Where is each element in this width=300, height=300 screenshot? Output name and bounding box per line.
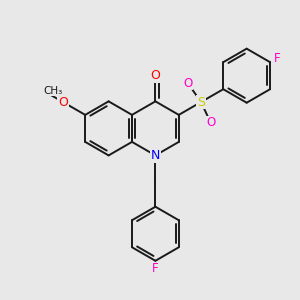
Text: CH₃: CH₃	[43, 85, 62, 96]
Text: O: O	[206, 116, 215, 129]
Text: O: O	[183, 77, 193, 90]
Text: F: F	[152, 262, 159, 275]
Text: N: N	[151, 149, 160, 162]
Text: O: O	[58, 95, 68, 109]
Text: S: S	[197, 95, 205, 109]
Text: F: F	[274, 52, 281, 64]
Text: O: O	[151, 69, 160, 82]
